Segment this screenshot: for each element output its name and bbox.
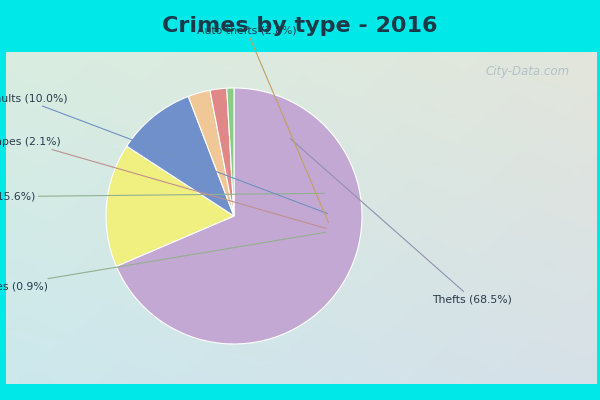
Wedge shape — [106, 146, 234, 266]
Text: Burglaries (15.6%): Burglaries (15.6%) — [0, 192, 325, 202]
Text: Crimes by type - 2016: Crimes by type - 2016 — [162, 16, 438, 36]
Text: Robberies (0.9%): Robberies (0.9%) — [0, 232, 326, 291]
Wedge shape — [127, 96, 234, 216]
Text: Auto thefts (2.8%): Auto thefts (2.8%) — [197, 25, 328, 223]
Wedge shape — [188, 90, 234, 216]
Wedge shape — [210, 88, 234, 216]
Text: Assaults (10.0%): Assaults (10.0%) — [0, 93, 328, 214]
Text: Rapes (2.1%): Rapes (2.1%) — [0, 137, 326, 228]
Text: Thefts (68.5%): Thefts (68.5%) — [290, 138, 512, 304]
Wedge shape — [116, 88, 362, 344]
Wedge shape — [227, 88, 234, 216]
Text: City-Data.com: City-Data.com — [486, 66, 570, 78]
